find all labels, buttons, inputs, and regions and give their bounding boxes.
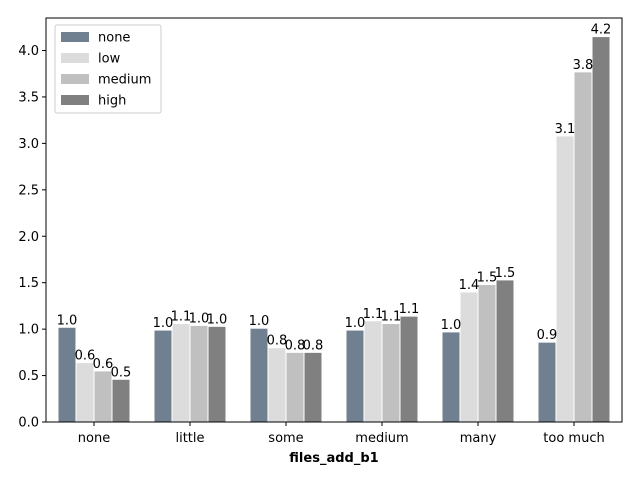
data-label: 1.5 <box>477 271 498 286</box>
y-tick-label: 1.5 <box>18 276 39 291</box>
bar-low-medium <box>363 320 383 423</box>
bar-medium-too-much <box>573 71 593 423</box>
x-tick-label: too much <box>543 431 604 446</box>
data-label: 1.4 <box>459 278 480 293</box>
bar-medium-little <box>189 324 209 423</box>
plot-frame <box>45 17 623 423</box>
x-tick-label: none <box>78 431 110 446</box>
legend: none low medium high <box>54 24 162 114</box>
data-label: 1.1 <box>171 310 192 325</box>
legend-label-high: high <box>98 94 126 109</box>
bar-low-little <box>171 323 191 423</box>
data-label: 1.0 <box>57 313 78 328</box>
bar-medium-many <box>477 284 497 423</box>
data-label: 1.0 <box>345 316 366 331</box>
data-label: 1.5 <box>495 266 516 281</box>
bar-medium-medium <box>381 323 401 423</box>
bar-low-many <box>459 291 479 423</box>
bar-low-too-much <box>555 135 575 423</box>
x-tick-label: many <box>460 431 497 446</box>
bar-high-some <box>303 351 323 423</box>
data-label: 1.0 <box>249 314 270 329</box>
data-label: 1.0 <box>189 311 210 326</box>
x-axis: none little some medium many too much <box>78 422 605 446</box>
bars-group <box>57 36 611 423</box>
y-tick-label: 0.5 <box>18 369 39 384</box>
bar-low-none <box>75 362 95 423</box>
bar-low-some <box>267 347 287 423</box>
x-tick-label: some <box>268 431 303 446</box>
legend-swatch-medium <box>61 74 89 84</box>
data-label: 4.2 <box>591 23 612 38</box>
data-label: 1.0 <box>207 312 228 327</box>
data-label: 3.8 <box>573 58 594 73</box>
legend-swatch-none <box>61 32 89 42</box>
y-axis: 0.0 0.5 1.0 1.5 2.0 2.5 3.0 3.5 4.0 <box>18 44 46 431</box>
legend-box <box>54 24 162 114</box>
y-tick-label: 1.0 <box>18 323 39 338</box>
bar-high-medium <box>399 315 419 423</box>
data-label: 1.0 <box>153 316 174 331</box>
data-label: 0.8 <box>285 338 306 353</box>
data-label: 1.0 <box>441 318 462 333</box>
x-tick-label: little <box>175 431 204 446</box>
bar-none-some <box>249 327 269 423</box>
bar-high-little <box>207 325 227 423</box>
data-label: 1.1 <box>363 307 384 322</box>
bar-medium-some <box>285 351 305 423</box>
bar-none-medium <box>345 329 365 423</box>
legend-label-none: none <box>98 31 130 46</box>
y-tick-label: 3.0 <box>18 137 39 152</box>
y-tick-label: 2.5 <box>18 183 39 198</box>
bar-none-too-much <box>537 341 557 423</box>
data-label: 0.6 <box>93 357 114 372</box>
bar-high-many <box>495 279 515 423</box>
legend-swatch-high <box>61 95 89 105</box>
y-tick-label: 4.0 <box>18 44 39 59</box>
bar-none-many <box>441 331 461 423</box>
data-label: 1.1 <box>399 302 420 317</box>
x-axis-title: files_add_b1 <box>289 451 378 466</box>
data-label: 0.5 <box>111 365 132 380</box>
legend-label-medium: medium <box>98 73 151 88</box>
bar-high-too-much <box>591 36 611 423</box>
data-label: 0.8 <box>303 338 324 353</box>
legend-swatch-low <box>61 53 89 63</box>
data-label: 0.9 <box>537 328 558 343</box>
data-label: 3.1 <box>555 122 576 137</box>
data-label: 0.6 <box>75 349 96 364</box>
data-labels-group: 1.00.60.60.51.01.11.01.0 1.00.80.80.81.01… <box>57 23 612 381</box>
bar-medium-none <box>93 370 113 423</box>
bar-high-none <box>111 378 131 423</box>
x-tick-label: medium <box>355 431 408 446</box>
legend-label-low: low <box>98 52 121 67</box>
bar-none-little <box>153 329 173 423</box>
data-label: 0.8 <box>267 334 288 349</box>
y-tick-label: 3.5 <box>18 90 39 105</box>
bar-none-none <box>57 326 77 423</box>
y-tick-label: 0.0 <box>18 416 39 431</box>
data-label: 1.1 <box>381 310 402 325</box>
y-tick-label: 2.0 <box>18 230 39 245</box>
